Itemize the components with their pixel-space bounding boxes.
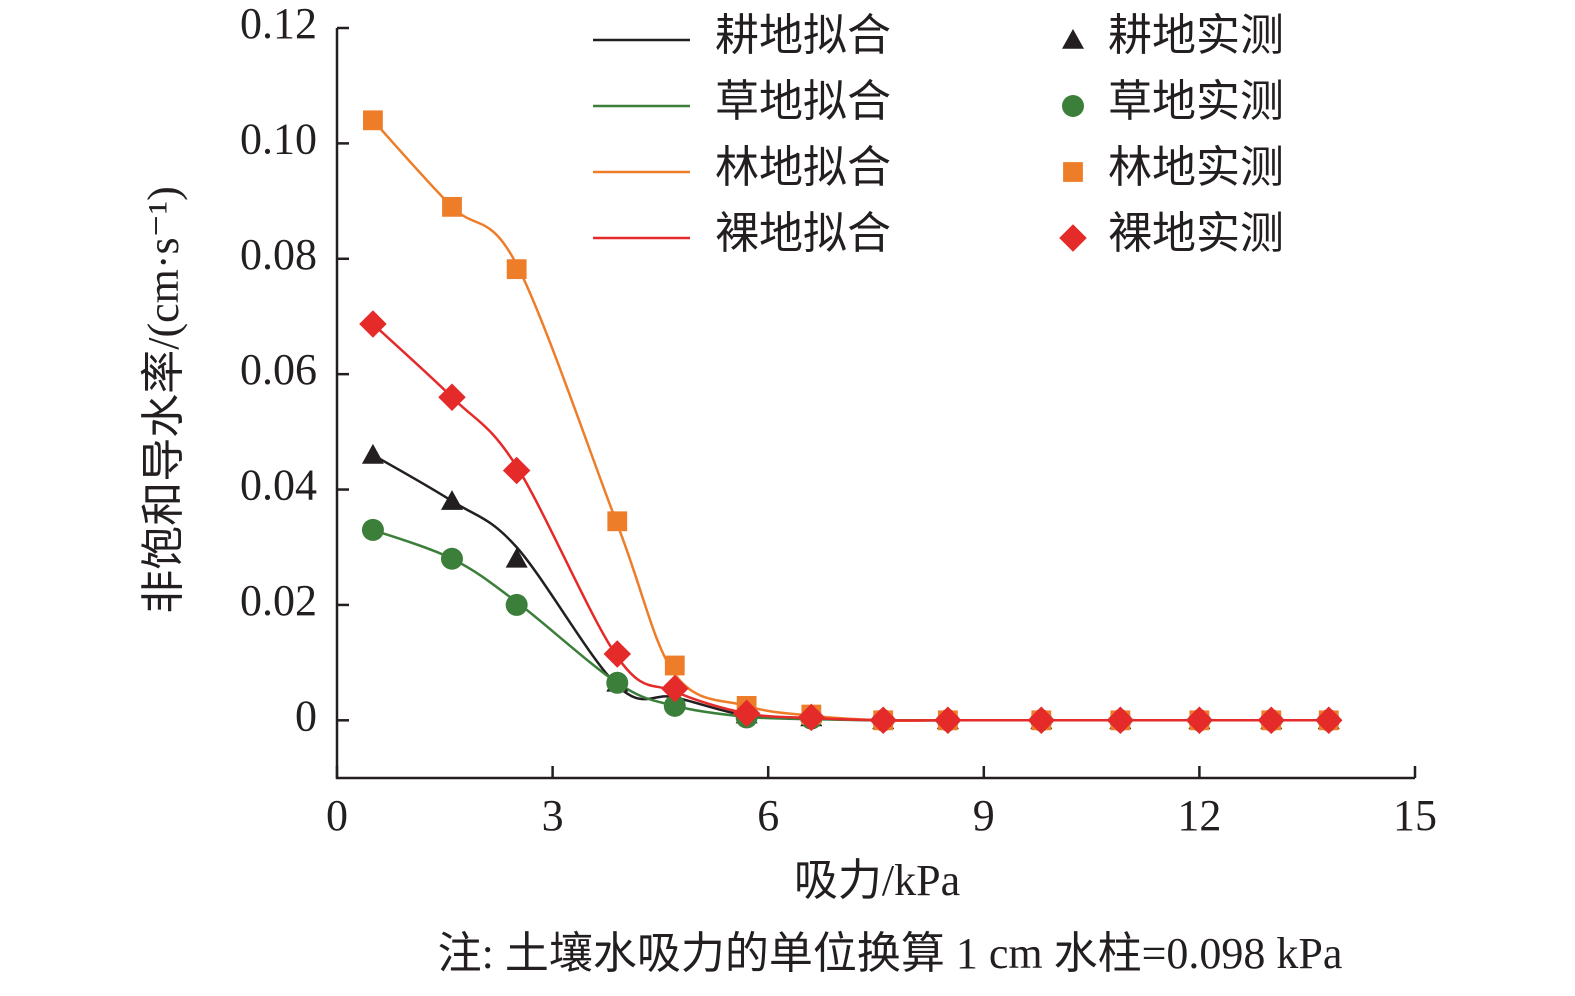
- marker: [732, 699, 761, 728]
- y-axis-label: 非饱和导水率/(cm·s⁻¹): [139, 186, 188, 613]
- legend-marker: [1062, 29, 1084, 49]
- legend-label: 草地拟合: [715, 77, 891, 126]
- marker: [1185, 706, 1214, 735]
- y-tick-label: 0.12: [240, 0, 317, 48]
- y-tick-label: 0.04: [240, 461, 317, 510]
- y-tick-label: 0.02: [240, 576, 317, 625]
- x-tick-label: 15: [1393, 791, 1437, 840]
- legend-label: 林地拟合: [715, 143, 891, 192]
- x-tick-label: 12: [1177, 791, 1221, 840]
- legend-label: 裸地拟合: [715, 209, 891, 258]
- x-tick-label: 0: [326, 791, 348, 840]
- legend-marker: [1063, 162, 1083, 182]
- marker: [1106, 706, 1135, 735]
- y-tick-label: 0: [295, 691, 317, 740]
- x-tick-label: 3: [542, 791, 564, 840]
- legend-label: 耕地拟合: [715, 11, 891, 60]
- marker: [606, 671, 629, 694]
- y-tick-label: 0.08: [240, 230, 317, 279]
- marker: [664, 655, 685, 676]
- legend-marker: [1062, 95, 1084, 117]
- legend-label: 草地实测: [1108, 77, 1284, 126]
- legend-label: 林地实测: [1108, 143, 1284, 192]
- x-tick-label: 9: [973, 791, 995, 840]
- marker: [359, 310, 387, 338]
- marker: [934, 706, 962, 735]
- marker: [361, 518, 384, 541]
- marker: [661, 674, 689, 703]
- marker: [869, 706, 897, 735]
- x-axis-label: 吸力/kPa: [794, 856, 960, 905]
- marker: [797, 703, 826, 732]
- marker: [506, 259, 527, 280]
- fit-line: [372, 453, 1329, 722]
- marker: [505, 547, 528, 568]
- legend-label: 耕地实测: [1108, 11, 1284, 60]
- y-tick-label: 0.10: [240, 114, 317, 163]
- marker: [505, 593, 528, 616]
- marker: [502, 456, 531, 485]
- marker: [603, 640, 632, 668]
- marker: [440, 547, 463, 570]
- legend-label: 裸地实测: [1108, 209, 1284, 258]
- marker: [440, 490, 463, 510]
- marker: [607, 511, 628, 532]
- note: 注: 土壤水吸力的单位换算 1 cm 水柱=0.098 kPa: [438, 929, 1343, 978]
- x-tick-label: 6: [757, 791, 779, 840]
- marker: [438, 383, 466, 411]
- y-tick-label: 0.06: [240, 345, 317, 394]
- marker: [1315, 706, 1343, 735]
- marker: [663, 694, 686, 717]
- marker: [363, 110, 383, 131]
- marker: [442, 196, 462, 217]
- marker: [1027, 706, 1056, 735]
- axes: [335, 28, 1415, 780]
- marker: [1257, 706, 1286, 735]
- fit-line: [372, 323, 1329, 722]
- legend-marker: [1059, 224, 1087, 252]
- marker: [361, 443, 384, 464]
